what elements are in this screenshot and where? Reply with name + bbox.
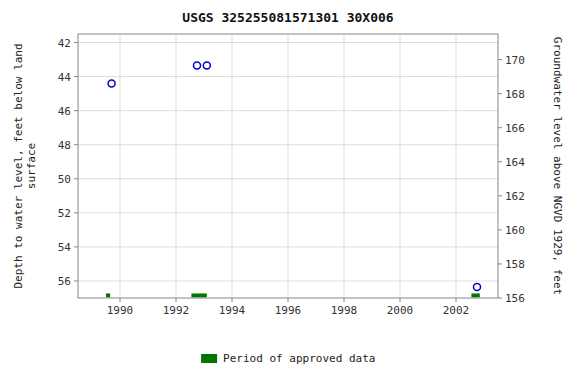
data-point xyxy=(194,62,201,69)
x-axis: 1990 1992 1994 1996 1998 2000 2002 xyxy=(107,298,470,317)
tick xyxy=(74,178,78,179)
tick-label: 48 xyxy=(58,139,71,152)
tick xyxy=(498,59,502,60)
tick-label: 1996 xyxy=(275,304,302,317)
approved-period xyxy=(106,293,110,297)
grid-line xyxy=(78,110,498,111)
grid-line xyxy=(344,34,345,298)
tick xyxy=(288,298,289,302)
tick xyxy=(74,76,78,77)
tick xyxy=(400,298,401,302)
grid-line xyxy=(78,178,498,179)
data-point xyxy=(203,62,210,69)
legend-label: Period of approved data xyxy=(223,352,375,365)
grid-line xyxy=(78,76,498,77)
tick-label: 52 xyxy=(58,207,71,220)
tick-label: 44 xyxy=(58,71,72,84)
tick-label: 2002 xyxy=(443,304,470,317)
legend-swatch xyxy=(201,354,217,363)
tick xyxy=(232,298,233,302)
tick-label: 56 xyxy=(58,275,71,288)
grid-line xyxy=(400,34,401,298)
tick xyxy=(498,263,502,264)
label-line: Depth to water level, feet below land xyxy=(12,43,25,288)
data-point xyxy=(108,80,115,87)
tick-label: 1990 xyxy=(107,304,134,317)
grid-line xyxy=(176,34,177,298)
grid-line xyxy=(232,34,233,298)
tick xyxy=(498,229,502,230)
tick-label: 2000 xyxy=(387,304,414,317)
tick xyxy=(498,161,502,162)
tick xyxy=(498,93,502,94)
tick xyxy=(74,280,78,281)
tick-label: 156 xyxy=(505,292,525,305)
tick xyxy=(74,110,78,111)
tick xyxy=(498,298,502,299)
grid-line xyxy=(288,34,289,298)
tick-label: 1998 xyxy=(331,304,358,317)
tick xyxy=(74,42,78,43)
grid-line xyxy=(78,212,498,213)
tick-label: 1994 xyxy=(219,304,246,317)
grid xyxy=(78,34,498,298)
tick-label: 158 xyxy=(505,258,525,271)
tick-label: 162 xyxy=(505,190,525,203)
y-axis-label: Depth to water level, feet below landsur… xyxy=(12,43,38,288)
tick-label: 170 xyxy=(505,54,525,67)
approved-period xyxy=(191,293,206,297)
tick-label: 160 xyxy=(505,224,525,237)
data-point xyxy=(474,283,481,290)
y-axis: 42 44 46 48 50 52 54 56 xyxy=(58,37,78,288)
tick xyxy=(74,212,78,213)
tick-label: 168 xyxy=(505,88,525,101)
chart: 1990 1992 1994 1996 1998 2000 2002 42 44 46 48 50 52… xyxy=(0,0,576,384)
tick-label: 54 xyxy=(58,241,72,254)
legend: Period of approved data xyxy=(201,352,375,365)
label-line: surface xyxy=(25,143,38,189)
grid-line xyxy=(78,280,498,281)
title: USGS 325255081571301 30X006 xyxy=(182,10,393,25)
tick-label: 164 xyxy=(505,156,525,169)
tick xyxy=(498,195,502,196)
grid-line xyxy=(456,34,457,298)
grid-line xyxy=(78,144,498,145)
tick xyxy=(74,246,78,247)
tick xyxy=(498,127,502,128)
y2-axis-label: Groundwater level above NGVD 1929, feet xyxy=(551,37,564,295)
grid-line xyxy=(120,34,121,298)
plot-frame xyxy=(78,34,498,298)
tick xyxy=(344,298,345,302)
tick xyxy=(74,144,78,145)
grid-line xyxy=(78,42,498,43)
tick-label: 50 xyxy=(58,173,71,186)
tick xyxy=(120,298,121,302)
tick-label: 1992 xyxy=(163,304,190,317)
tick xyxy=(456,298,457,302)
approved-period xyxy=(471,293,479,297)
tick-label: 42 xyxy=(58,37,71,50)
plot-background xyxy=(78,34,498,298)
marks xyxy=(106,62,481,297)
tick-label: 166 xyxy=(505,122,525,135)
grid-line xyxy=(78,246,498,247)
tick-label: 46 xyxy=(58,105,71,118)
tick xyxy=(176,298,177,302)
y2-axis: 156 158 160 162 164 166 168 170 xyxy=(498,54,525,305)
